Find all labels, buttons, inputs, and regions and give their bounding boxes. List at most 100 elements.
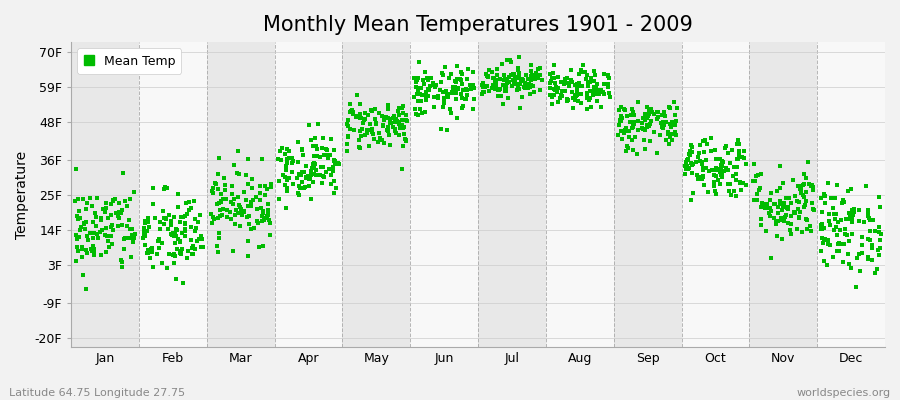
Point bbox=[497, 72, 511, 78]
Point bbox=[684, 170, 698, 176]
Point bbox=[560, 96, 574, 102]
Point bbox=[832, 241, 846, 247]
Point bbox=[836, 241, 850, 248]
Point bbox=[86, 230, 100, 236]
Point bbox=[173, 239, 187, 246]
Point bbox=[797, 180, 812, 187]
Point bbox=[237, 188, 251, 195]
Point bbox=[872, 224, 886, 230]
Point bbox=[409, 77, 423, 83]
Point bbox=[418, 93, 433, 99]
Point bbox=[409, 78, 423, 84]
Point bbox=[739, 161, 753, 168]
Point bbox=[488, 86, 502, 93]
Point bbox=[349, 114, 364, 120]
Point bbox=[166, 233, 181, 240]
Point bbox=[647, 129, 662, 135]
Point bbox=[683, 160, 698, 167]
Point bbox=[180, 255, 194, 262]
Point bbox=[213, 199, 228, 205]
Point bbox=[85, 203, 99, 210]
Point bbox=[700, 141, 715, 147]
Point bbox=[558, 75, 572, 82]
Point bbox=[587, 68, 601, 74]
Point bbox=[842, 261, 857, 268]
Point bbox=[623, 118, 637, 125]
Point bbox=[630, 118, 644, 124]
Point bbox=[533, 72, 547, 78]
Point bbox=[873, 245, 887, 251]
Point bbox=[500, 56, 514, 63]
Point bbox=[394, 117, 409, 124]
Point bbox=[622, 128, 636, 134]
Point bbox=[454, 90, 468, 97]
Point bbox=[859, 182, 873, 189]
Point bbox=[346, 126, 361, 133]
Point bbox=[79, 250, 94, 257]
Point bbox=[553, 94, 567, 101]
Point bbox=[662, 129, 676, 135]
Point bbox=[731, 137, 745, 144]
Point bbox=[597, 91, 611, 97]
Point bbox=[390, 118, 404, 124]
Point bbox=[631, 99, 645, 105]
Point bbox=[410, 75, 425, 81]
Point bbox=[630, 150, 644, 157]
Point bbox=[863, 217, 878, 223]
Point bbox=[176, 214, 190, 220]
Point bbox=[602, 90, 616, 96]
Point bbox=[363, 121, 377, 127]
Point bbox=[798, 202, 813, 208]
Point bbox=[822, 211, 836, 218]
Point bbox=[834, 200, 849, 206]
Point bbox=[572, 98, 586, 105]
Point bbox=[777, 217, 791, 224]
Point bbox=[76, 196, 90, 202]
Point bbox=[587, 78, 601, 84]
Point bbox=[481, 73, 495, 79]
Point bbox=[176, 280, 190, 286]
Point bbox=[763, 213, 778, 219]
Point bbox=[454, 104, 469, 111]
Point bbox=[461, 66, 475, 72]
Point bbox=[397, 130, 411, 137]
Point bbox=[358, 110, 373, 116]
Point bbox=[191, 219, 205, 226]
Point bbox=[446, 84, 460, 90]
Point bbox=[280, 145, 294, 152]
Point bbox=[579, 76, 593, 82]
Point bbox=[383, 119, 398, 126]
Point bbox=[122, 217, 136, 223]
Point bbox=[331, 160, 346, 166]
Point bbox=[643, 121, 657, 128]
Point bbox=[574, 67, 589, 73]
Point bbox=[862, 237, 877, 243]
Point bbox=[394, 166, 409, 172]
Point bbox=[796, 181, 811, 188]
Point bbox=[489, 80, 503, 87]
Point bbox=[365, 130, 380, 137]
Point bbox=[861, 236, 876, 242]
Point bbox=[436, 89, 450, 95]
Point bbox=[383, 142, 398, 148]
Point bbox=[546, 70, 561, 76]
Point bbox=[772, 200, 787, 207]
Point bbox=[662, 121, 677, 128]
Point bbox=[764, 255, 778, 261]
Point bbox=[814, 220, 829, 227]
Point bbox=[499, 88, 513, 94]
Point bbox=[843, 186, 858, 193]
Point bbox=[656, 118, 670, 125]
Point bbox=[500, 76, 515, 83]
Point bbox=[654, 120, 669, 126]
Point bbox=[87, 252, 102, 258]
Point bbox=[410, 90, 425, 97]
Point bbox=[296, 185, 310, 192]
Point bbox=[158, 214, 173, 221]
Point bbox=[517, 84, 531, 90]
Point bbox=[377, 116, 392, 123]
Point bbox=[512, 73, 526, 79]
Point bbox=[614, 117, 628, 123]
Point bbox=[295, 147, 310, 154]
Point bbox=[126, 239, 140, 246]
